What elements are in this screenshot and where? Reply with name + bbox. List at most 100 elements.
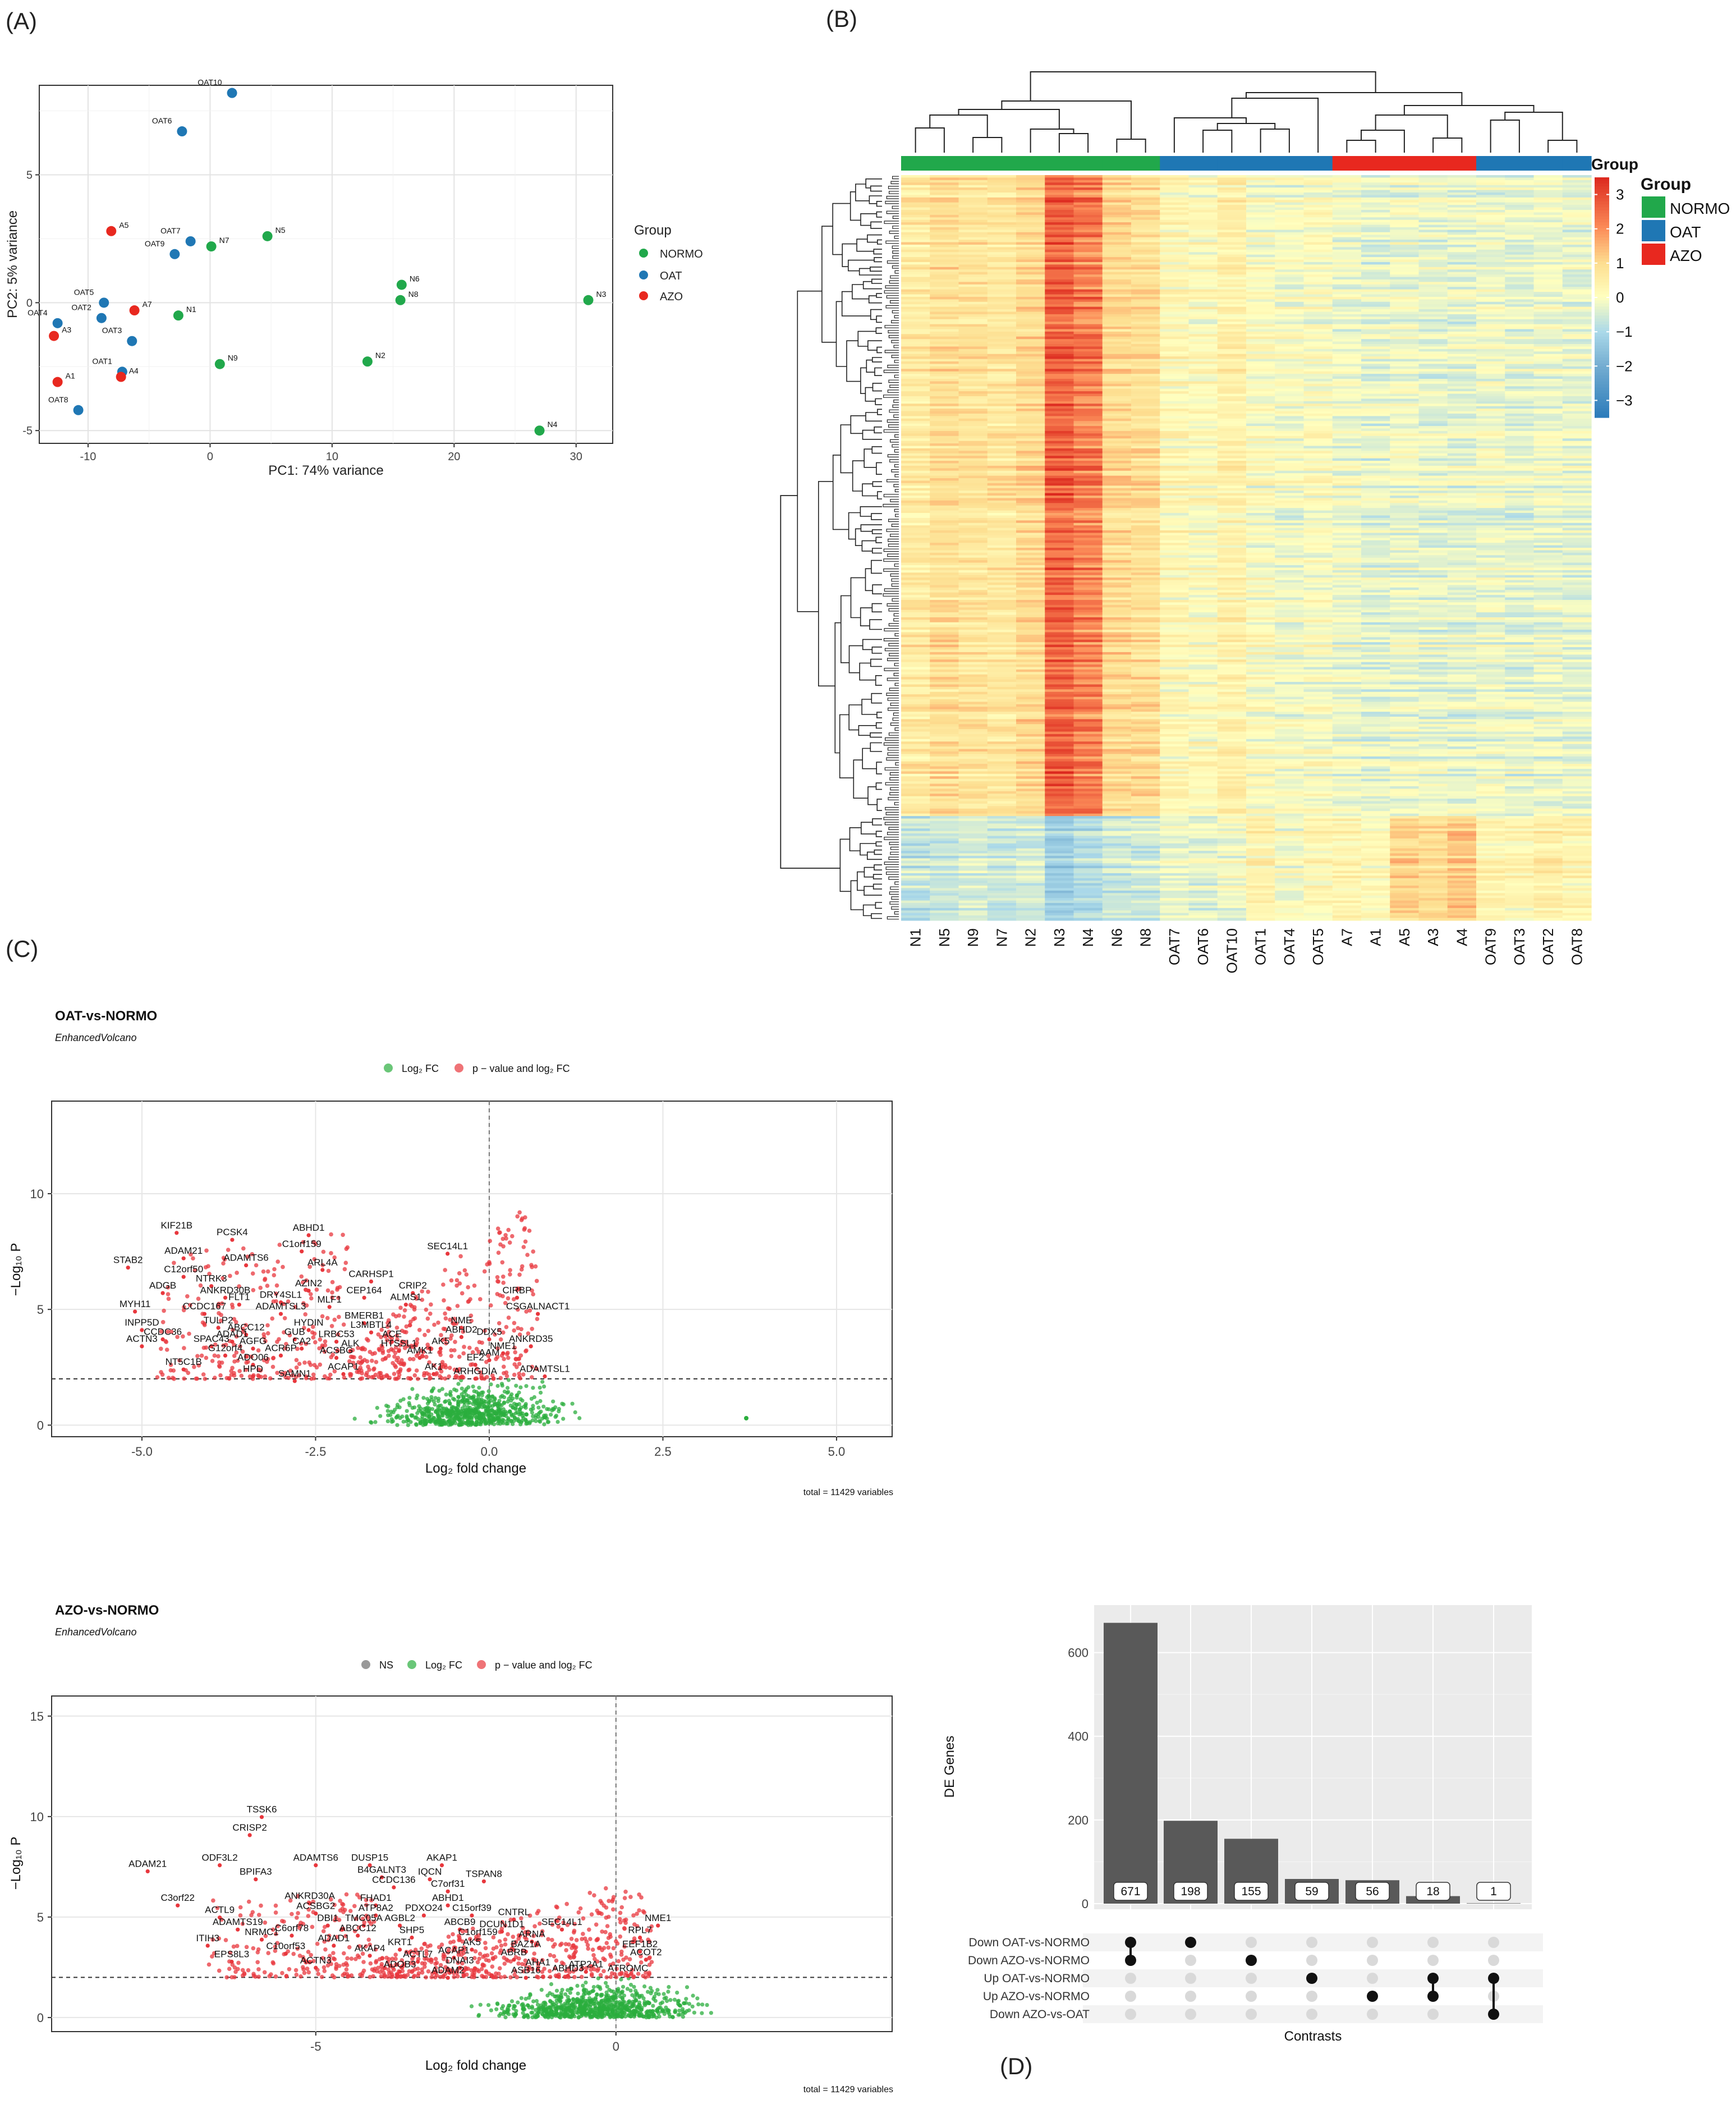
heatmap-cell [1246, 649, 1275, 653]
heatmap-cell [1073, 465, 1103, 469]
heatmap-cell [1045, 766, 1074, 769]
heatmap-cell [1102, 344, 1132, 347]
heatmap-cell [901, 836, 930, 839]
heatmap-cell [901, 590, 930, 593]
heatmap-cell [1332, 267, 1362, 270]
heatmap-cell [958, 513, 988, 516]
heatmap-cell [1073, 630, 1103, 633]
heatmap-cell [958, 240, 988, 243]
heatmap-cell [1217, 878, 1247, 881]
heatmap-cell [1188, 863, 1218, 867]
heatmap-cell [901, 277, 930, 280]
heatmap-cell [1073, 468, 1103, 471]
heatmap-cell [987, 599, 1017, 603]
heatmap-cell [1217, 620, 1247, 623]
heatmap-cell [1131, 572, 1160, 576]
heatmap-cell [1160, 498, 1190, 501]
heatmap-cell [1131, 620, 1160, 623]
heatmap-cell [930, 428, 959, 432]
heatmap-cell [1332, 349, 1362, 352]
heatmap-cell [1131, 327, 1160, 330]
heatmap-row-dendrogram-link [865, 412, 882, 422]
heatmap-cell [1332, 587, 1362, 590]
heatmap-cell [1275, 577, 1305, 581]
heatmap-cell [1332, 413, 1362, 416]
heatmap-cell [1246, 257, 1275, 260]
heatmap-cell [1131, 756, 1160, 759]
heatmap-cell [958, 794, 988, 797]
heatmap-cell [958, 726, 988, 730]
heatmap-cell [1102, 550, 1132, 553]
heatmap-row-dendrogram-link [872, 383, 882, 392]
heatmap-cell [987, 344, 1017, 347]
heatmap-cell [930, 612, 959, 616]
heatmap-cell [1246, 483, 1275, 486]
heatmap-cell [987, 838, 1017, 841]
heatmap-cell [958, 456, 988, 459]
heatmap-cell [958, 535, 988, 538]
heatmap-cell [1217, 848, 1247, 851]
heatmap-cell [901, 907, 930, 911]
heatmap-cell [1102, 632, 1132, 635]
heatmap-cell [1217, 383, 1247, 387]
heatmap-cell [1188, 778, 1218, 782]
heatmap-cell [1332, 475, 1362, 479]
heatmap-cell [1275, 766, 1305, 769]
heatmap-cell [1303, 552, 1333, 556]
heatmap-cell [1275, 841, 1305, 844]
heatmap-cell [1160, 783, 1190, 787]
heatmap-cell [1275, 803, 1305, 806]
heatmap-cell [1102, 378, 1132, 382]
heatmap-cell [1131, 237, 1160, 240]
heatmap-cell [1303, 895, 1333, 899]
heatmap-cell [1131, 771, 1160, 774]
heatmap-cell [1073, 344, 1103, 347]
heatmap-cell [930, 686, 959, 690]
heatmap-cell [1188, 314, 1218, 317]
heatmap-cell [1160, 858, 1190, 861]
heatmap-cell [1073, 356, 1103, 360]
heatmap-cell [1303, 376, 1333, 379]
heatmap-cell [987, 498, 1017, 501]
heatmap-cell [1102, 649, 1132, 653]
heatmap-cell [1131, 739, 1160, 742]
heatmap-cell [1073, 652, 1103, 655]
heatmap-column-A7 [1332, 175, 1362, 921]
heatmap-cell [958, 461, 988, 464]
heatmap-cell [958, 664, 988, 668]
heatmap-cell [1217, 679, 1247, 682]
heatmap-cell [958, 820, 988, 824]
heatmap-cell [1303, 426, 1333, 429]
heatmap-cell [901, 858, 930, 861]
heatmap-cell [1275, 652, 1305, 655]
heatmap-cell [1246, 356, 1275, 360]
heatmap-cell [958, 900, 988, 904]
heatmap-cell [1188, 443, 1218, 447]
heatmap-cell [930, 284, 959, 287]
heatmap-cell [1217, 448, 1247, 451]
heatmap-cell [1188, 649, 1218, 653]
heatmap-cell [1131, 311, 1160, 315]
heatmap-cell [1246, 625, 1275, 628]
heatmap-cell [987, 898, 1017, 901]
heatmap-cell [1131, 205, 1160, 208]
heatmap-cell [1102, 799, 1132, 802]
heatmap-cell [1160, 391, 1190, 395]
heatmap-cell [1073, 230, 1103, 233]
heatmap-cell [1332, 522, 1362, 526]
heatmap-cell [1102, 888, 1132, 891]
heatmap-cell [1217, 808, 1247, 812]
heatmap-cell [958, 510, 988, 514]
heatmap-cell [1303, 599, 1333, 603]
heatmap-cell [1016, 639, 1045, 643]
heatmap-cell [1045, 214, 1074, 218]
heatmap-cell [1217, 870, 1247, 874]
heatmap-cell [958, 207, 988, 210]
heatmap-row-dendrogram-link [865, 387, 876, 402]
heatmap-cell [930, 851, 959, 854]
heatmap-cell [901, 801, 930, 804]
heatmap-cell [930, 751, 959, 755]
heatmap-cell [958, 496, 988, 499]
heatmap-cell [1275, 259, 1305, 263]
heatmap-cell [987, 567, 1017, 571]
